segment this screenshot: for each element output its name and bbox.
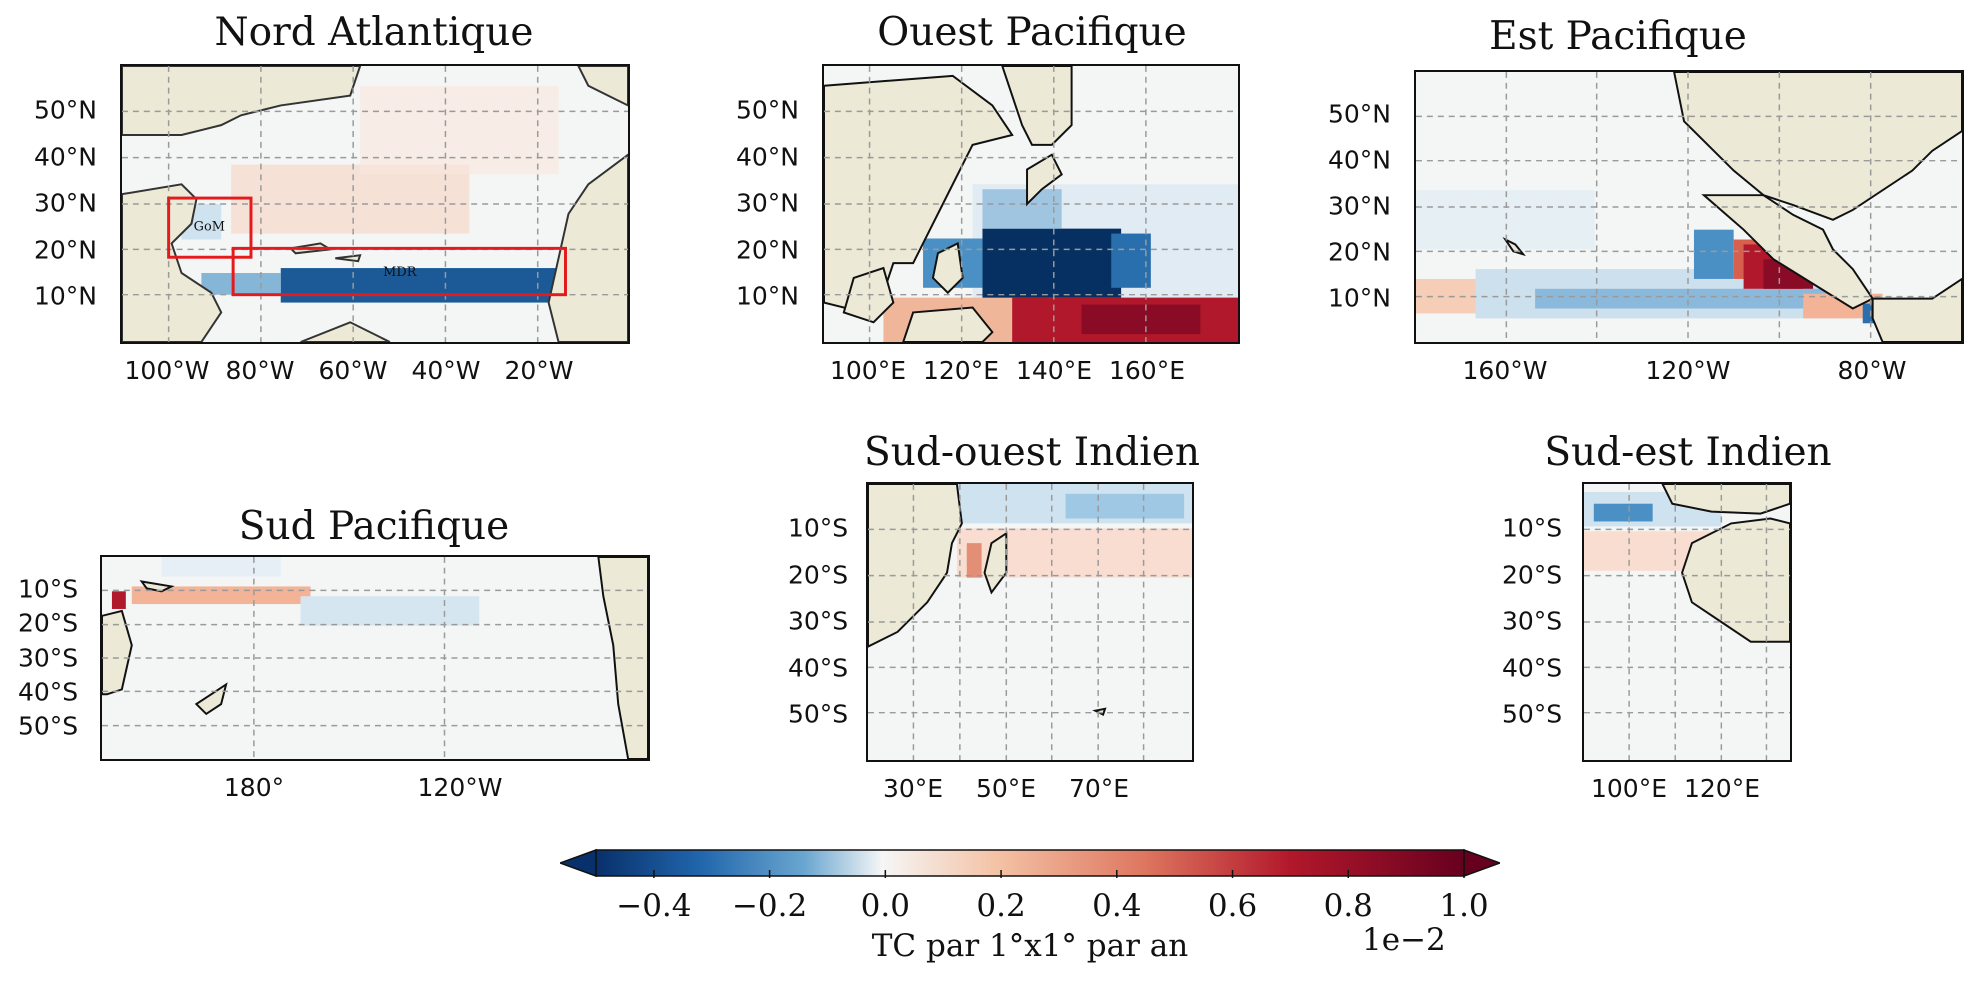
lat-tick: 50°N: [34, 95, 98, 125]
lon-tick: 60°W: [318, 356, 388, 385]
mdr-box-label: MDR: [383, 265, 417, 280]
lat-tick: 30°N: [34, 188, 98, 218]
colorbar-tick-label: 0.4: [1092, 888, 1142, 924]
map-west-pacific: [822, 64, 1240, 344]
gom-box-label: GoM: [194, 220, 225, 235]
lat-tick: 40°N: [34, 142, 98, 172]
map-north-atlantic: GoM MDR: [120, 64, 630, 344]
panel-title: Ouest Pacifique: [877, 10, 1187, 55]
gom-box: [167, 196, 253, 259]
colorbar-extend-high: [1463, 848, 1503, 878]
lon-tick: 180°: [223, 773, 285, 802]
colorbar-tick-label: −0.2: [731, 888, 808, 924]
lon-tick: 120°E: [1683, 774, 1761, 803]
lat-tick: 20°S: [788, 560, 849, 590]
lat-tick: 50°S: [1502, 699, 1563, 729]
lat-tick: 40°N: [736, 142, 800, 172]
map-southeast-indian: [1582, 482, 1792, 762]
lon-tick: 160°E: [1108, 356, 1186, 385]
lon-tick: 40°W: [411, 356, 481, 385]
panel-title: Sud Pacifique: [238, 504, 510, 549]
lat-tick: 20°N: [34, 235, 98, 265]
lat-tick: 10°S: [1502, 513, 1563, 543]
lat-tick: 30°S: [18, 643, 79, 673]
lon-tick: 160°W: [1462, 356, 1548, 385]
lon-tick: 70°E: [1068, 774, 1130, 803]
lat-tick: 50°N: [736, 95, 800, 125]
lat-tick: 20°N: [1328, 237, 1392, 267]
colorbar-tick-label: 0.2: [976, 888, 1026, 924]
colorbar-exponent: 1e−2: [1362, 922, 1446, 958]
lon-tick: 120°E: [922, 356, 1000, 385]
colorbar-tick-label: −0.4: [616, 888, 692, 924]
panel-title: Nord Atlantique: [214, 10, 534, 55]
colorbar-gradient: [595, 849, 1465, 877]
lat-tick: 30°N: [736, 188, 800, 218]
panel-title: Sud-est Indien: [1544, 430, 1832, 475]
lon-tick: 80°W: [1837, 356, 1907, 385]
lat-tick: 10°N: [34, 281, 98, 311]
lon-tick: 120°W: [1645, 356, 1731, 385]
lon-tick: 80°W: [225, 356, 295, 385]
lat-tick: 40°N: [1328, 145, 1392, 175]
lon-tick: 20°W: [504, 356, 574, 385]
lat-tick: 20°N: [736, 235, 800, 265]
colorbar-extend-low: [557, 848, 597, 878]
lon-tick: 100°E: [1590, 774, 1668, 803]
panel-title: Est Pacifique: [1489, 14, 1747, 59]
lon-tick: 140°E: [1015, 356, 1093, 385]
lat-tick: 30°S: [788, 606, 849, 636]
lat-tick: 50°S: [18, 711, 79, 741]
colorbar-tick-label: 0.8: [1323, 888, 1373, 924]
lon-tick: 100°E: [829, 356, 907, 385]
lat-tick: 10°S: [18, 574, 79, 604]
lat-tick: 10°N: [736, 281, 800, 311]
lat-tick: 40°S: [1502, 653, 1563, 683]
lat-tick: 10°S: [788, 513, 849, 543]
lat-tick: 10°N: [1328, 283, 1392, 313]
mdr-box: [231, 246, 567, 297]
lat-tick: 50°N: [1328, 99, 1392, 129]
colorbar-tick-label: 1.0: [1439, 888, 1489, 924]
colorbar-label: TC par 1°x1° par an: [871, 928, 1189, 964]
lat-tick: 40°S: [18, 677, 79, 707]
colorbar-tick-label: 0.6: [1207, 888, 1258, 924]
colorbar: [557, 848, 1503, 878]
lat-tick: 30°N: [1328, 191, 1392, 221]
panel-title: Sud-ouest Indien: [864, 430, 1200, 475]
lon-tick: 120°W: [417, 773, 503, 802]
map-southwest-indian: [866, 482, 1194, 762]
map-south-pacific: [100, 555, 650, 761]
colorbar-tick-label: 0.0: [860, 888, 910, 924]
lon-tick: 100°W: [124, 356, 210, 385]
lat-tick: 30°S: [1502, 606, 1563, 636]
map-east-pacific: [1414, 70, 1964, 344]
lon-tick: 30°E: [882, 774, 944, 803]
lat-tick: 50°S: [788, 699, 849, 729]
lat-tick: 40°S: [788, 653, 849, 683]
lon-tick: 50°E: [975, 774, 1037, 803]
lat-tick: 20°S: [1502, 560, 1563, 590]
lat-tick: 20°S: [18, 608, 79, 638]
